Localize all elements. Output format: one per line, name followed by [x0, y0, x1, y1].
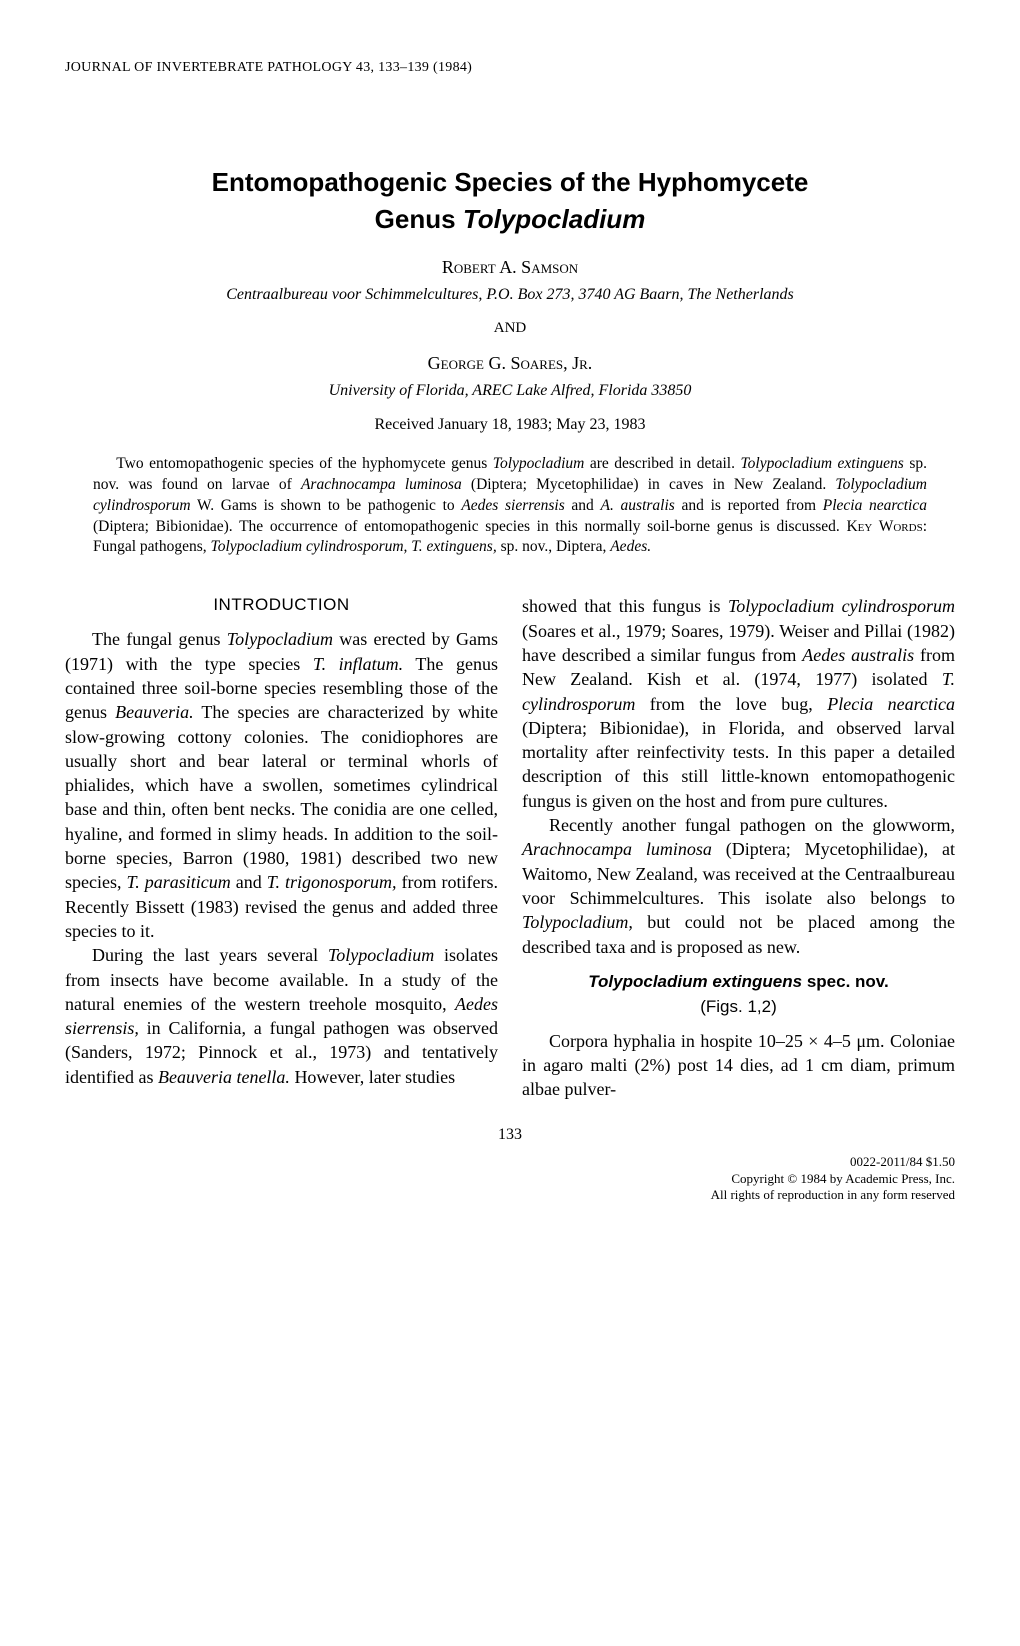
- and-separator: AND: [65, 320, 955, 337]
- author1-affiliation: Centraalbureau voor Schimmelcultures, P.…: [65, 286, 955, 304]
- intro-paragraph-1: The fungal genus Tolypocladium was erect…: [65, 627, 498, 943]
- received-dates: Received January 18, 1983; May 23, 1983: [65, 416, 955, 434]
- species-description-paragraph: Corpora hyphalia in hospite 10–25 × 4–5 …: [522, 1029, 955, 1102]
- left-column: INTRODUCTION The fungal genus Tolypoclad…: [65, 594, 498, 1101]
- article-title-line2: Genus Tolypocladium: [65, 204, 955, 235]
- abstract-text: Two entomopathogenic species of the hyph…: [93, 454, 927, 559]
- footer: 0022-2011/84 $1.50 Copyright © 1984 by A…: [65, 1154, 955, 1205]
- body-columns: INTRODUCTION The fungal genus Tolypoclad…: [65, 594, 955, 1101]
- right-column: showed that this fungus is Tolypocladium…: [522, 594, 955, 1101]
- intro-paragraph-3: showed that this fungus is Tolypocladium…: [522, 594, 955, 813]
- title-genus-prefix: Genus: [375, 204, 463, 234]
- author1-name: Robert A. Samson: [65, 257, 955, 278]
- footer-issn: 0022-2011/84 $1.50: [65, 1154, 955, 1171]
- page-number: 133: [65, 1126, 955, 1144]
- footer-copyright: Copyright © 1984 by Academic Press, Inc.: [65, 1171, 955, 1188]
- author2-name: George G. Soares, Jr.: [65, 353, 955, 374]
- title-genus-name: Tolypocladium: [463, 204, 646, 234]
- figures-reference: (Figs. 1,2): [522, 996, 955, 1019]
- intro-paragraph-2: During the last years several Tolypoclad…: [65, 943, 498, 1089]
- introduction-heading: INTRODUCTION: [65, 594, 498, 617]
- journal-header: JOURNAL OF INVERTEBRATE PATHOLOGY 43, 13…: [65, 60, 955, 76]
- author2-affiliation: University of Florida, AREC Lake Alfred,…: [65, 382, 955, 400]
- species-heading: Tolypocladium extinguens spec. nov.: [522, 971, 955, 994]
- intro-paragraph-4: Recently another fungal pathogen on the …: [522, 813, 955, 959]
- footer-rights: All rights of reproduction in any form r…: [65, 1187, 955, 1204]
- article-title-line1: Entomopathogenic Species of the Hyphomyc…: [65, 166, 955, 200]
